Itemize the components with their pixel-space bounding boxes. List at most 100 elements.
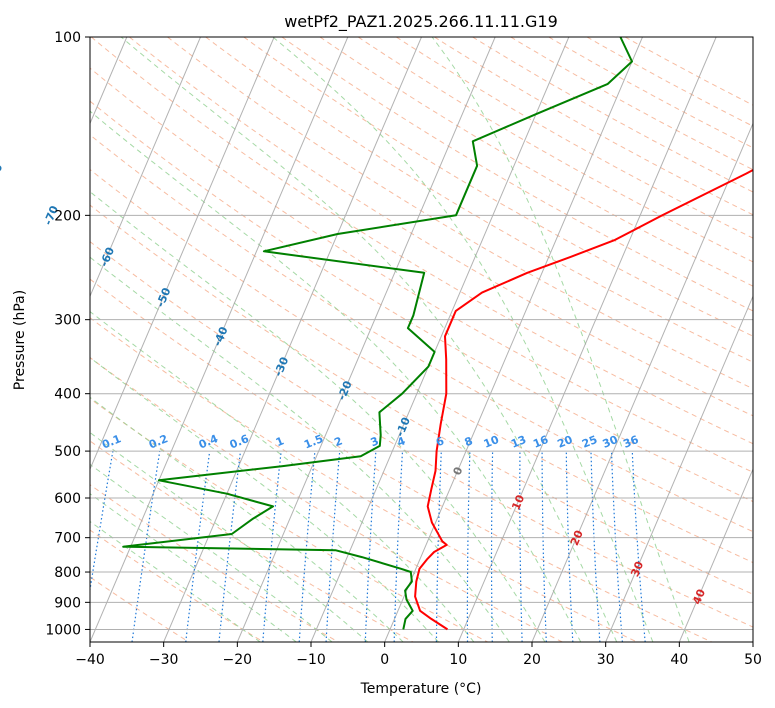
dry-adiabat [586,37,753,127]
moist-adiabat [90,493,297,642]
x-axis-title: Temperature (°C) [360,681,482,697]
mixing-ratio-label: 36 [621,433,640,451]
dry-adiabat [434,37,753,216]
x-tick-label: 50 [744,652,762,668]
y-tick-label: 400 [54,387,81,403]
isotherm-label: -10 [393,415,413,439]
mixing-ratio-line [490,451,494,642]
moist-adiabat [431,37,690,642]
dry-adiabat [357,37,753,263]
mixing-ratio-line [590,451,601,642]
dry-adiabat [90,37,753,445]
dry-adiabat [90,397,488,642]
dry-adiabat [548,37,753,149]
dry-adiabat [90,356,563,642]
background-lines [90,37,753,642]
y-axis-title: Pressure (hPa) [12,290,28,390]
mixing-ratio-label: 16 [531,433,550,451]
x-tick-label: −10 [296,652,326,668]
moist-adiabat [90,431,369,642]
x-tick-label: 30 [597,652,615,668]
dry-adiabat [90,529,264,642]
isotherm-label: -60 [97,245,117,269]
isotherm-label: 20 [568,528,586,547]
skewed-isotherm [90,37,201,298]
moist-adiabat [90,110,582,642]
dry-adiabat [90,278,712,642]
moist-adiabat [90,256,510,642]
x-tick-label: −40 [75,652,105,668]
y-tick-label: 500 [54,444,81,460]
mixing-ratio-label: 30 [601,433,620,451]
mixing-ratio-label: 1 [274,434,286,449]
mixing-ratio-line [519,451,523,642]
moist-adiabat [90,356,439,642]
dry-adiabat [167,37,753,390]
skewed-isotherm [531,122,753,642]
mixing-ratio-line [131,451,161,642]
y-tick-label: 200 [54,208,81,224]
moist-adiabat [90,191,546,642]
data-series [122,37,753,631]
x-tick-label: 20 [523,652,541,668]
isotherm-label: 0 [451,465,466,477]
isotherm-label: 30 [628,559,646,578]
plot-frame [89,36,754,643]
skewed-isotherm [236,37,496,642]
temperature-profile-line [414,168,753,631]
mixing-ratio-label: 3 [369,434,381,449]
mixing-ratio-line [435,451,442,642]
dewpoint-profile-line [122,37,633,630]
x-tick-label: 0 [380,652,389,668]
dry-adiabat [90,317,638,642]
dry-adiabat [90,440,414,642]
mixing-ratio-line [218,451,242,642]
mixing-ratio-line [466,451,471,642]
isotherm-label: -30 [272,355,292,379]
line-labels: -100-90-80-70-60-50-40-30-20-10010203040… [0,162,708,607]
isotherm-label: 40 [690,587,708,606]
skewed-isotherm [310,37,570,642]
y-tick-label: 800 [54,565,81,581]
dry-adiabat [90,484,339,642]
mixing-ratio-line [90,450,114,594]
skewed-isotherm [457,37,717,642]
y-tick-label: 700 [54,531,81,547]
mixing-ratio-label: 20 [555,433,574,451]
y-tick-label: 100 [54,30,81,46]
isotherm-label: -50 [154,285,174,309]
moist-adiabat [272,37,654,642]
mixing-ratio-label: 0.2 [147,432,170,451]
dry-adiabat [90,168,753,564]
mixing-ratio-line [364,451,377,642]
x-tick-label: −20 [223,652,253,668]
moist-adiabat [120,37,618,642]
dry-adiabat [281,37,753,312]
skewed-isotherm [678,467,753,642]
dry-adiabat [472,37,753,193]
isotherm-label: -20 [335,379,355,403]
mixing-ratio-line [262,451,282,642]
x-tick-label: 40 [670,652,688,668]
y-tick-label: 900 [54,595,81,611]
dry-adiabat [129,37,753,417]
mixing-ratio-label: 8 [463,434,475,449]
isotherm-label: 10 [509,493,527,512]
mixing-ratio-line [610,451,623,642]
y-tick-label: 300 [54,313,81,329]
isotherm-label: -40 [211,324,231,348]
mixing-ratio-label: 10 [482,433,501,451]
skewed-isotherm [90,37,275,471]
skewed-isotherm [752,640,753,642]
isotherm-label: -80 [0,162,5,186]
dry-adiabat [90,576,190,642]
mixing-ratio-label: 13 [509,433,528,451]
mixing-ratio-label: 2 [332,434,344,449]
mixing-ratio-line [393,451,404,642]
dry-adiabat [90,134,753,533]
x-tick-label: −30 [149,652,179,668]
dry-adiabat [90,241,753,628]
moist-adiabat [90,520,261,642]
mixing-ratio-line [298,451,316,642]
